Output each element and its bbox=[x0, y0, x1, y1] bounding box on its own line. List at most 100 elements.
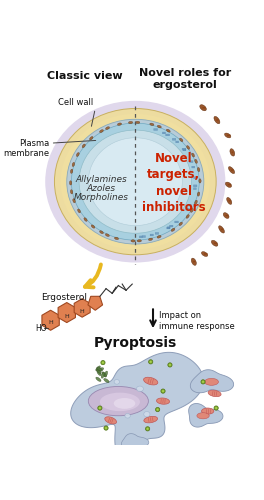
FancyBboxPatch shape bbox=[182, 148, 186, 150]
Ellipse shape bbox=[144, 377, 158, 385]
Ellipse shape bbox=[137, 240, 142, 242]
FancyBboxPatch shape bbox=[154, 128, 158, 130]
Ellipse shape bbox=[155, 408, 160, 412]
Text: Novel roles for
ergosterol: Novel roles for ergosterol bbox=[139, 68, 232, 90]
Polygon shape bbox=[71, 352, 204, 462]
Ellipse shape bbox=[144, 412, 150, 417]
Ellipse shape bbox=[96, 366, 100, 371]
Ellipse shape bbox=[89, 136, 93, 140]
Ellipse shape bbox=[230, 148, 235, 156]
Ellipse shape bbox=[215, 407, 217, 409]
Ellipse shape bbox=[117, 123, 122, 126]
Ellipse shape bbox=[149, 360, 153, 364]
Ellipse shape bbox=[104, 426, 108, 430]
FancyBboxPatch shape bbox=[194, 188, 196, 190]
Polygon shape bbox=[74, 298, 90, 317]
FancyBboxPatch shape bbox=[186, 208, 189, 210]
Ellipse shape bbox=[197, 168, 200, 172]
Ellipse shape bbox=[191, 258, 196, 266]
FancyBboxPatch shape bbox=[192, 166, 195, 168]
Ellipse shape bbox=[102, 372, 106, 377]
Ellipse shape bbox=[150, 361, 152, 363]
Text: Pyroptosis: Pyroptosis bbox=[94, 336, 177, 349]
Ellipse shape bbox=[147, 428, 149, 430]
Ellipse shape bbox=[61, 114, 210, 250]
FancyBboxPatch shape bbox=[142, 236, 145, 238]
Polygon shape bbox=[42, 310, 59, 330]
Ellipse shape bbox=[131, 240, 135, 242]
FancyBboxPatch shape bbox=[167, 227, 170, 228]
Ellipse shape bbox=[101, 360, 105, 364]
Text: Azoles: Azoles bbox=[87, 184, 116, 193]
Ellipse shape bbox=[157, 236, 161, 238]
Ellipse shape bbox=[105, 234, 109, 236]
Ellipse shape bbox=[223, 212, 229, 218]
Ellipse shape bbox=[105, 417, 116, 424]
Polygon shape bbox=[190, 370, 234, 393]
FancyBboxPatch shape bbox=[176, 141, 179, 143]
Ellipse shape bbox=[202, 381, 204, 383]
Ellipse shape bbox=[148, 238, 153, 240]
Ellipse shape bbox=[70, 169, 73, 173]
Ellipse shape bbox=[157, 398, 169, 404]
Ellipse shape bbox=[214, 406, 218, 410]
Ellipse shape bbox=[104, 378, 109, 382]
Ellipse shape bbox=[187, 146, 190, 150]
Ellipse shape bbox=[100, 130, 103, 132]
Ellipse shape bbox=[105, 427, 107, 429]
FancyBboxPatch shape bbox=[190, 160, 193, 162]
Ellipse shape bbox=[179, 222, 182, 226]
Ellipse shape bbox=[71, 123, 199, 240]
Ellipse shape bbox=[97, 369, 101, 374]
Ellipse shape bbox=[96, 377, 101, 382]
Ellipse shape bbox=[227, 198, 232, 204]
Ellipse shape bbox=[145, 426, 150, 431]
Ellipse shape bbox=[197, 412, 209, 419]
FancyBboxPatch shape bbox=[175, 221, 178, 223]
Ellipse shape bbox=[169, 364, 171, 366]
Text: Impact on
immune response: Impact on immune response bbox=[159, 311, 235, 331]
Ellipse shape bbox=[100, 392, 140, 411]
FancyBboxPatch shape bbox=[183, 149, 186, 151]
Ellipse shape bbox=[67, 120, 204, 244]
Ellipse shape bbox=[70, 190, 73, 194]
Ellipse shape bbox=[225, 133, 231, 138]
Ellipse shape bbox=[125, 414, 130, 418]
Text: Cell wall: Cell wall bbox=[58, 98, 94, 107]
Ellipse shape bbox=[200, 104, 206, 111]
Ellipse shape bbox=[208, 390, 221, 396]
Text: H: H bbox=[64, 314, 69, 319]
Ellipse shape bbox=[72, 162, 75, 166]
Ellipse shape bbox=[69, 181, 72, 185]
Text: Plasma
membrane: Plasma membrane bbox=[3, 138, 49, 158]
Ellipse shape bbox=[106, 126, 110, 130]
Ellipse shape bbox=[201, 408, 214, 414]
Ellipse shape bbox=[102, 362, 104, 364]
Text: Classic view: Classic view bbox=[47, 71, 122, 81]
FancyBboxPatch shape bbox=[150, 234, 153, 236]
Ellipse shape bbox=[144, 416, 158, 423]
Ellipse shape bbox=[136, 122, 140, 124]
Ellipse shape bbox=[228, 166, 235, 173]
FancyBboxPatch shape bbox=[188, 204, 191, 206]
Ellipse shape bbox=[219, 226, 224, 233]
Ellipse shape bbox=[129, 122, 133, 124]
Ellipse shape bbox=[205, 378, 219, 386]
Ellipse shape bbox=[98, 406, 102, 410]
FancyBboxPatch shape bbox=[139, 236, 142, 238]
Ellipse shape bbox=[114, 380, 120, 384]
Ellipse shape bbox=[88, 386, 148, 416]
Ellipse shape bbox=[157, 126, 161, 128]
Ellipse shape bbox=[197, 192, 200, 196]
FancyBboxPatch shape bbox=[155, 232, 159, 234]
FancyBboxPatch shape bbox=[172, 138, 176, 140]
Ellipse shape bbox=[104, 371, 108, 377]
Ellipse shape bbox=[114, 398, 135, 409]
Ellipse shape bbox=[166, 129, 170, 132]
Polygon shape bbox=[58, 302, 76, 322]
Ellipse shape bbox=[84, 218, 87, 222]
Ellipse shape bbox=[136, 386, 143, 392]
Ellipse shape bbox=[195, 160, 197, 164]
Ellipse shape bbox=[186, 214, 189, 218]
Ellipse shape bbox=[82, 144, 85, 148]
